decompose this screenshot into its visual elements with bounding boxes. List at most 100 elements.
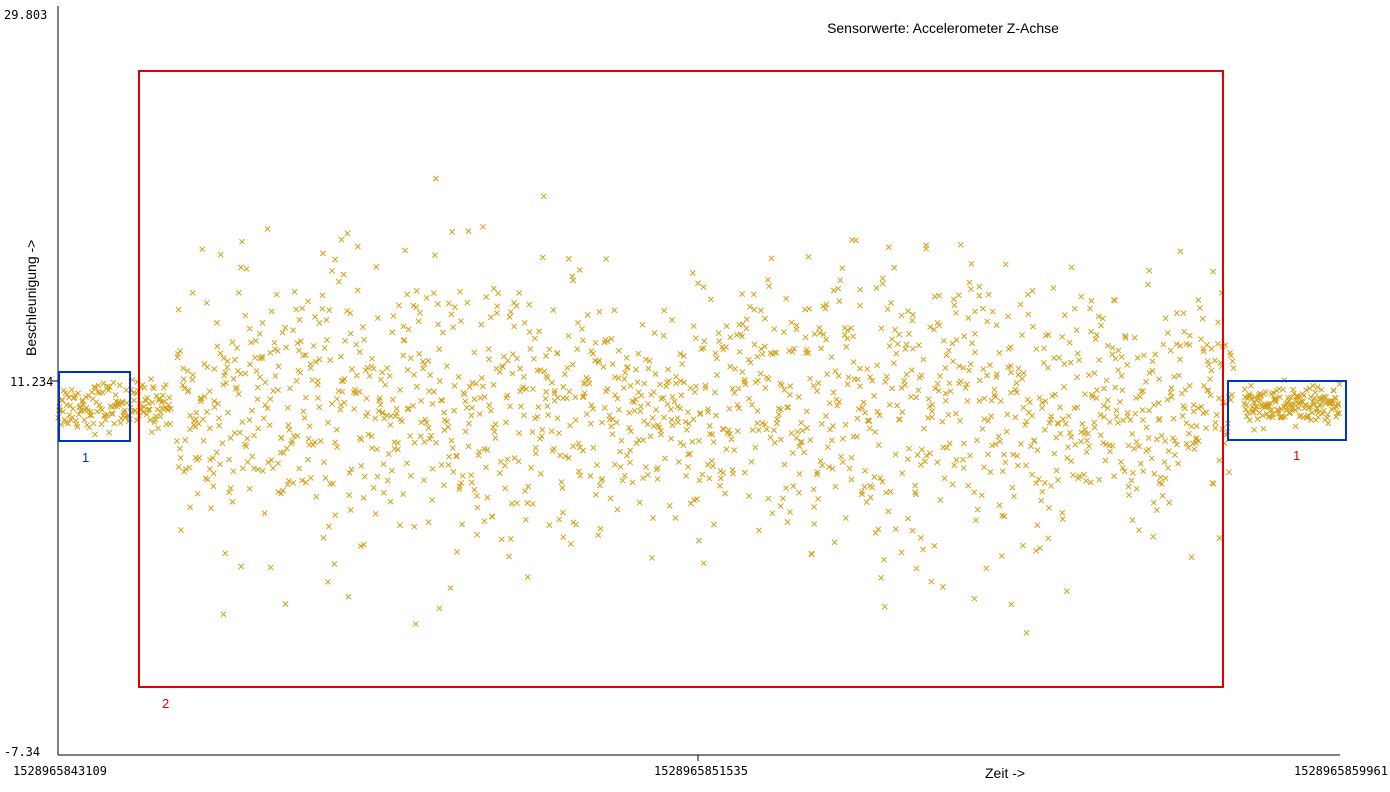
data-point — [1201, 382, 1207, 389]
data-point — [1097, 432, 1104, 439]
data-point — [879, 275, 886, 282]
data-point — [265, 459, 272, 466]
data-point — [426, 435, 433, 442]
data-point — [468, 412, 475, 419]
data-point — [353, 390, 359, 397]
data-point — [254, 466, 261, 473]
data-point — [1210, 480, 1217, 487]
data-point — [751, 341, 758, 348]
data-point — [1041, 426, 1048, 433]
data-point — [1061, 361, 1068, 368]
data-point — [1295, 405, 1302, 412]
data-point — [252, 354, 258, 361]
data-point — [1033, 547, 1040, 554]
data-point — [1002, 459, 1009, 466]
data-point — [563, 395, 570, 402]
data-point — [1160, 341, 1167, 348]
data-point — [830, 287, 837, 294]
data-point — [1288, 394, 1294, 401]
data-point — [633, 440, 640, 447]
data-point — [229, 339, 236, 346]
data-point — [854, 376, 861, 383]
data-point — [1039, 399, 1046, 406]
data-point — [222, 369, 229, 376]
data-point — [1011, 493, 1017, 500]
data-point — [852, 237, 859, 244]
data-point — [787, 383, 794, 390]
data-point — [425, 424, 432, 431]
data-point — [654, 476, 661, 483]
data-point — [652, 371, 659, 377]
data-point — [1057, 430, 1064, 437]
data-point — [706, 422, 713, 429]
data-point — [580, 393, 587, 400]
data-point — [685, 464, 692, 470]
data-point — [1150, 533, 1157, 540]
data-point — [706, 475, 713, 482]
data-point — [483, 464, 489, 471]
data-point — [324, 337, 330, 344]
data-point — [1307, 393, 1314, 400]
data-point — [859, 404, 866, 411]
data-point — [395, 439, 401, 446]
data-point — [96, 402, 103, 408]
data-point — [536, 435, 543, 442]
data-point — [815, 380, 822, 387]
data-point — [962, 384, 969, 391]
data-point — [369, 355, 375, 362]
data-point — [1125, 483, 1132, 490]
data-point — [921, 425, 927, 432]
data-point — [244, 459, 251, 466]
data-point — [420, 365, 427, 372]
data-point — [112, 391, 119, 398]
annotation-box-right — [1227, 380, 1347, 441]
data-point — [410, 402, 416, 409]
data-point — [1164, 396, 1171, 403]
data-point — [781, 461, 788, 468]
data-point — [874, 362, 881, 369]
data-point — [210, 470, 217, 477]
data-point — [729, 466, 736, 473]
data-point — [886, 401, 893, 408]
data-point — [726, 405, 733, 412]
data-point — [333, 426, 340, 433]
data-point — [1229, 391, 1235, 398]
data-point — [681, 379, 688, 386]
data-point — [201, 393, 208, 400]
data-point — [1140, 468, 1147, 475]
data-point — [293, 377, 300, 384]
data-point — [166, 394, 173, 401]
data-point — [612, 374, 618, 381]
data-point — [1280, 386, 1287, 393]
data-point — [920, 546, 927, 553]
data-point — [196, 454, 203, 461]
data-point — [231, 356, 238, 363]
data-point — [1269, 411, 1276, 418]
data-point — [1091, 419, 1098, 426]
data-point — [389, 329, 396, 336]
data-point — [976, 292, 983, 299]
data-point — [1015, 365, 1022, 372]
data-point — [832, 368, 839, 375]
data-point — [506, 313, 513, 320]
data-point — [321, 345, 328, 352]
data-point — [1195, 405, 1202, 412]
data-point — [439, 397, 446, 404]
data-point — [918, 446, 925, 453]
data-point — [710, 521, 717, 528]
data-point — [615, 375, 622, 382]
data-point — [1186, 382, 1193, 389]
data-point — [1017, 440, 1024, 447]
data-point — [259, 355, 266, 362]
data-point — [1074, 350, 1081, 357]
data-point — [189, 376, 196, 383]
data-point — [364, 364, 371, 371]
data-point — [360, 494, 367, 501]
data-point — [701, 338, 708, 345]
data-point — [909, 345, 916, 352]
data-point — [991, 386, 998, 393]
data-point — [749, 401, 755, 408]
data-point — [1179, 413, 1186, 419]
data-point — [302, 352, 309, 359]
data-point — [790, 483, 797, 490]
